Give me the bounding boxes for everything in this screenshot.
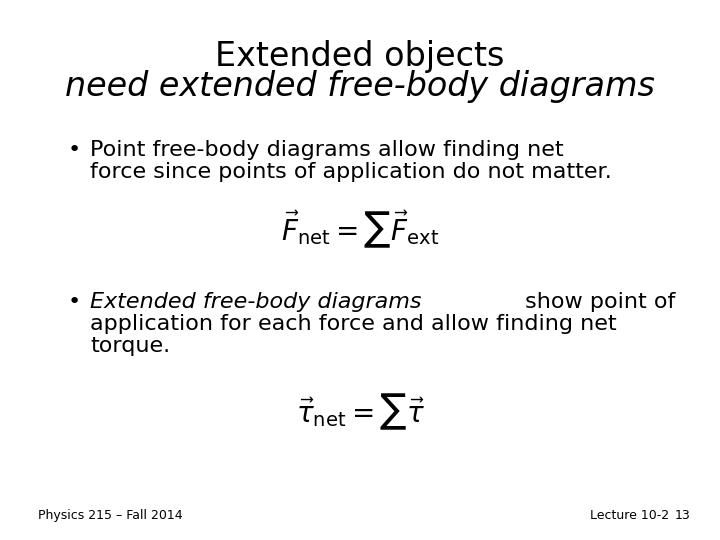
- Text: •: •: [68, 140, 81, 160]
- Text: torque.: torque.: [90, 336, 170, 356]
- Text: Extended objects: Extended objects: [215, 40, 505, 73]
- Text: Physics 215 – Fall 2014: Physics 215 – Fall 2014: [38, 509, 183, 522]
- Text: need extended free-body diagrams: need extended free-body diagrams: [65, 70, 655, 103]
- Text: show point of: show point of: [518, 292, 675, 312]
- Text: Point free-body diagrams allow finding net: Point free-body diagrams allow finding n…: [90, 140, 564, 160]
- Text: 13: 13: [674, 509, 690, 522]
- Text: force since points of application do not matter.: force since points of application do not…: [90, 162, 612, 182]
- Text: application for each force and allow finding net: application for each force and allow fin…: [90, 314, 616, 334]
- Text: Extended free-body diagrams: Extended free-body diagrams: [90, 292, 421, 312]
- Text: •: •: [68, 292, 81, 312]
- Text: $\vec{\tau}_{\mathrm{net}} = \sum \vec{\tau}$: $\vec{\tau}_{\mathrm{net}} = \sum \vec{\…: [295, 392, 425, 433]
- Text: $\vec{F}_{\mathrm{net}} = \sum \vec{F}_{\mathrm{ext}}$: $\vec{F}_{\mathrm{net}} = \sum \vec{F}_{…: [281, 208, 439, 249]
- Text: Lecture 10-2: Lecture 10-2: [590, 509, 669, 522]
